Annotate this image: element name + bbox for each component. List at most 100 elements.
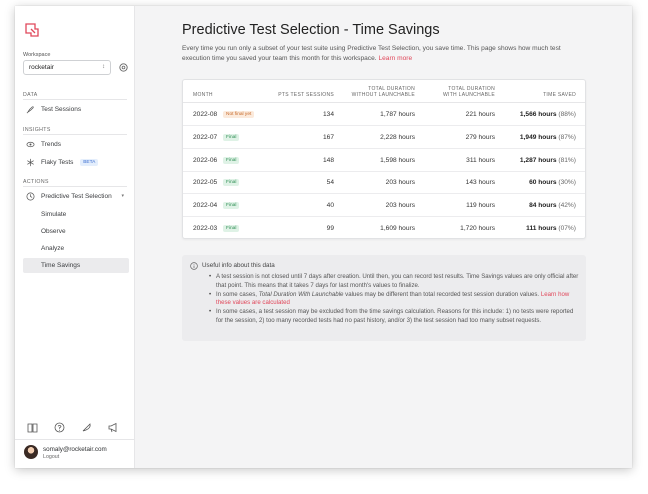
time-saved-cell: 60 hours (30%)	[483, 171, 576, 194]
pts-sessions-cell: 40	[326, 202, 334, 210]
column-header-time-saved: TIME SAVED	[543, 92, 576, 98]
status-badge: Not final yet	[223, 111, 255, 118]
help-icon[interactable]	[54, 420, 65, 433]
time-saved-cell: 111 hours (07%)	[483, 217, 576, 240]
chevron-updown-icon: ↕	[102, 64, 105, 70]
chevron-down-icon: ▾	[121, 193, 124, 199]
time-savings-table: MONTH PTS TEST SESSIONS TOTAL DURATION W…	[182, 79, 586, 239]
sidebar-item-flaky-tests[interactable]: Flaky Tests BETA	[23, 155, 129, 170]
time-saved-cell: 1,949 hours (87%)	[483, 126, 576, 149]
duration-with-cell: 119 hours	[466, 202, 495, 210]
info-bullet-text: In some cases, a test session may be exc…	[216, 308, 574, 324]
calculation-info-link[interactable]: Learn how these values are calculated	[216, 290, 570, 307]
time-saved-hours: 1,949 hours	[519, 133, 557, 141]
learn-more-link[interactable]: Learn more	[378, 55, 413, 62]
month-cell: 2022-07	[193, 133, 218, 141]
page-description: Every time you run only a subset of your…	[182, 44, 587, 64]
table-row: 2022-08 Not final yet 134 1,787 hours 221 ho…	[183, 103, 585, 126]
sidebar-item-test-sessions[interactable]: Test Sessions	[23, 102, 129, 117]
column-header-month: MONTH	[193, 92, 213, 98]
sidebar-item-label: Analyze	[41, 245, 65, 252]
app-window: Workspace rocketair ↕ DATA Test Sessions…	[15, 6, 632, 468]
snowflake-icon	[27, 158, 34, 167]
time-saved-percent: (30%)	[558, 179, 576, 187]
section-divider	[15, 439, 135, 440]
duration-with-cell: 143 hours	[465, 179, 495, 187]
logout-link[interactable]: Logout	[43, 454, 60, 460]
time-saved-percent: (42%)	[558, 202, 576, 210]
page-title: Predictive Test Selection - Time Savings	[182, 22, 440, 38]
sidebar-item-label: Flaky Tests	[41, 159, 74, 166]
sidebar-item-simulate[interactable]: Simulate	[23, 207, 129, 222]
sidebar-item-trends[interactable]: Trends	[23, 137, 129, 152]
table-row: 2022-07 Final 167 2,228 hours 279 hours 1,949…	[183, 126, 585, 149]
info-bullet-text: A test session is not closed until 7 day…	[216, 273, 579, 289]
duration-without-cell: 203 hours	[385, 179, 415, 187]
section-divider	[23, 99, 127, 100]
info-bullet-text: values may be different than total recor…	[345, 290, 540, 298]
megaphone-icon[interactable]	[108, 420, 119, 433]
pts-sessions-cell: 54	[326, 179, 334, 187]
month-cell: 2022-04	[193, 202, 218, 210]
section-label-insights: INSIGHTS	[23, 127, 51, 133]
sidebar-item-label: Time Savings	[41, 262, 81, 269]
sidebar-item-label: Observe	[41, 228, 66, 235]
sidebar-item-label: Trends	[41, 141, 61, 148]
time-saved-percent: (07%)	[558, 225, 576, 232]
table-row: 2022-03 Final 99 1,609 hours 1,720 hours 111 …	[183, 217, 585, 240]
duration-with-cell: 221 hours	[465, 111, 495, 118]
info-title: Useful info about this data	[202, 262, 275, 269]
sidebar-item-predictive-test-selection[interactable]: Predictive Test Selection ▾	[23, 189, 129, 204]
time-saved-percent: (88%)	[558, 111, 576, 118]
section-divider	[23, 186, 127, 187]
list-item: In some cases, a test session may be exc…	[209, 308, 582, 325]
section-label-data: DATA	[23, 92, 38, 98]
time-saved-cell: 1,287 hours (81%)	[483, 149, 576, 172]
launchable-logo[interactable]	[24, 22, 40, 38]
month-cell: 2022-03	[193, 225, 218, 232]
sidebar-item-time-savings[interactable]: Time Savings	[23, 258, 129, 273]
status-badge: Final	[223, 225, 240, 232]
sidebar-item-label: Test Sessions	[41, 106, 82, 113]
sidebar: Workspace rocketair ↕ DATA Test Sessions…	[15, 6, 135, 468]
eye-icon	[26, 141, 35, 148]
beta-badge: BETA	[80, 158, 99, 166]
list-item: A test session is not closed until 7 day…	[209, 273, 582, 290]
duration-without-cell: 1,787 hours	[380, 111, 415, 118]
time-saved-hours: 1,566 hours	[519, 111, 557, 118]
column-header-without-1: TOTAL DURATION	[368, 86, 415, 92]
table-header: MONTH PTS TEST SESSIONS TOTAL DURATION W…	[183, 80, 585, 103]
status-badge: Final	[223, 202, 240, 210]
time-saved-percent: (81%)	[558, 156, 576, 164]
section-label-actions: ACTIONS	[23, 179, 49, 185]
table-row: 2022-06 Final 148 1,598 hours 311 hours 1,287…	[183, 149, 585, 172]
sidebar-item-observe[interactable]: Observe	[23, 224, 129, 239]
avatar[interactable]	[24, 445, 38, 459]
workspace-value: rocketair	[29, 64, 54, 71]
month-cell: 2022-05	[193, 179, 218, 187]
info-list: A test session is not closed until 7 day…	[209, 273, 582, 326]
status-badge: Final	[223, 179, 240, 187]
table-row: 2022-05 Final 54 203 hours 143 hours 60 hours…	[183, 171, 585, 195]
duration-with-cell: 311 hours	[466, 156, 495, 164]
month-cell: 2022-06	[193, 156, 218, 164]
duration-with-cell: 1,720 hours	[460, 225, 495, 232]
sidebar-item-label: Predictive Test Selection	[41, 193, 112, 200]
workspace-select[interactable]: rocketair ↕	[23, 60, 111, 75]
sidebar-item-analyze[interactable]: Analyze	[23, 241, 129, 256]
sidebar-item-label: Simulate	[41, 211, 67, 218]
column-header-pts-sessions: PTS TEST SESSIONS	[278, 92, 334, 98]
feather-icon[interactable]	[81, 420, 92, 432]
time-saved-hours: 60 hours	[529, 179, 557, 187]
sidebar-footer-icons	[27, 420, 125, 434]
gear-icon[interactable]	[118, 62, 129, 73]
time-saved-percent: (87%)	[558, 133, 576, 141]
clock-icon	[26, 192, 35, 201]
column-header-with-2: WITH LAUNCHABLE	[442, 92, 495, 98]
duration-with-cell: 279 hours	[465, 133, 495, 141]
status-badge: Final	[223, 133, 240, 141]
book-icon[interactable]	[27, 420, 38, 433]
pts-sessions-cell: 148	[322, 156, 334, 164]
workspace-label: Workspace	[23, 52, 51, 58]
info-panel: Useful info about this data A test sessi…	[182, 255, 586, 341]
